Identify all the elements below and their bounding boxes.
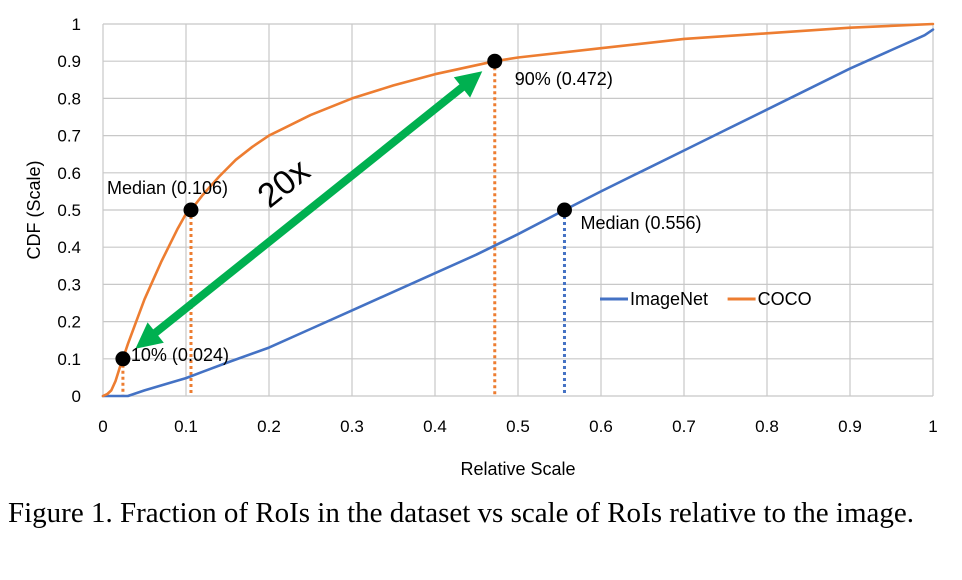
y-tick-label: 0.7 <box>57 127 81 146</box>
x-tick-label: 0.4 <box>423 417 447 436</box>
marker-label: Median (0.556) <box>580 213 701 233</box>
x-tick-label: 0.7 <box>672 417 696 436</box>
y-axis-title: CDF (Scale) <box>24 160 44 259</box>
y-tick-label: 0.4 <box>57 238 81 257</box>
marker-point <box>487 53 503 69</box>
y-tick-label: 0.1 <box>57 350 81 369</box>
x-tick-label: 0.9 <box>838 417 862 436</box>
x-tick-label: 0.6 <box>589 417 613 436</box>
ratio-label: 20x <box>251 151 318 215</box>
y-tick-label: 0 <box>72 387 81 406</box>
ratio-arrow <box>135 71 483 349</box>
arrow-shaft <box>145 77 473 343</box>
y-tick-label: 0.6 <box>57 164 81 183</box>
grid <box>102 23 934 397</box>
marker-label: 10% (0.024) <box>131 345 229 365</box>
arrow-head-end <box>453 71 483 98</box>
legend-label-coco: COCO <box>758 289 812 309</box>
x-tick-label: 0.8 <box>755 417 779 436</box>
marker-point <box>183 202 199 218</box>
annotation-labels: 20x 10% (0.024) Median (0.106) 90% (0.472) M… <box>107 69 702 365</box>
legend: ImageNet COCO <box>600 289 812 309</box>
legend-label-imagenet: ImageNet <box>630 289 708 309</box>
y-tick-label: 0.2 <box>57 313 81 332</box>
x-tick-label: 0.1 <box>174 417 198 436</box>
marker-points <box>115 53 572 367</box>
y-tick-label: 1 <box>72 15 81 34</box>
x-tick-label: 0 <box>98 417 107 436</box>
y-tick-label: 0.5 <box>57 201 81 220</box>
y-tick-label: 0.8 <box>57 89 81 108</box>
y-tick-label: 0.9 <box>57 52 81 71</box>
marker-label: Median (0.106) <box>107 178 228 198</box>
marker-point <box>556 202 572 218</box>
series-line-imagenet <box>101 28 935 398</box>
marker-point <box>115 351 131 367</box>
x-tick-label: 1 <box>928 417 937 436</box>
x-tick-label: 0.5 <box>506 417 530 436</box>
figure-caption: Figure 1. Fraction of RoIs in the datase… <box>8 497 915 529</box>
x-tick-label: 0.2 <box>257 417 281 436</box>
arrow-head-start <box>135 322 164 349</box>
marker-label: 90% (0.472) <box>515 69 613 89</box>
x-axis-title: Relative Scale <box>460 459 575 479</box>
x-tick-label: 0.3 <box>340 417 364 436</box>
y-tick-label: 0.3 <box>57 275 81 294</box>
axes: 0 0.1 0.2 0.3 0.4 0.5 0.6 0.7 0.8 0.9 1 0 0.1 0.2 0.3 0… <box>24 15 938 479</box>
